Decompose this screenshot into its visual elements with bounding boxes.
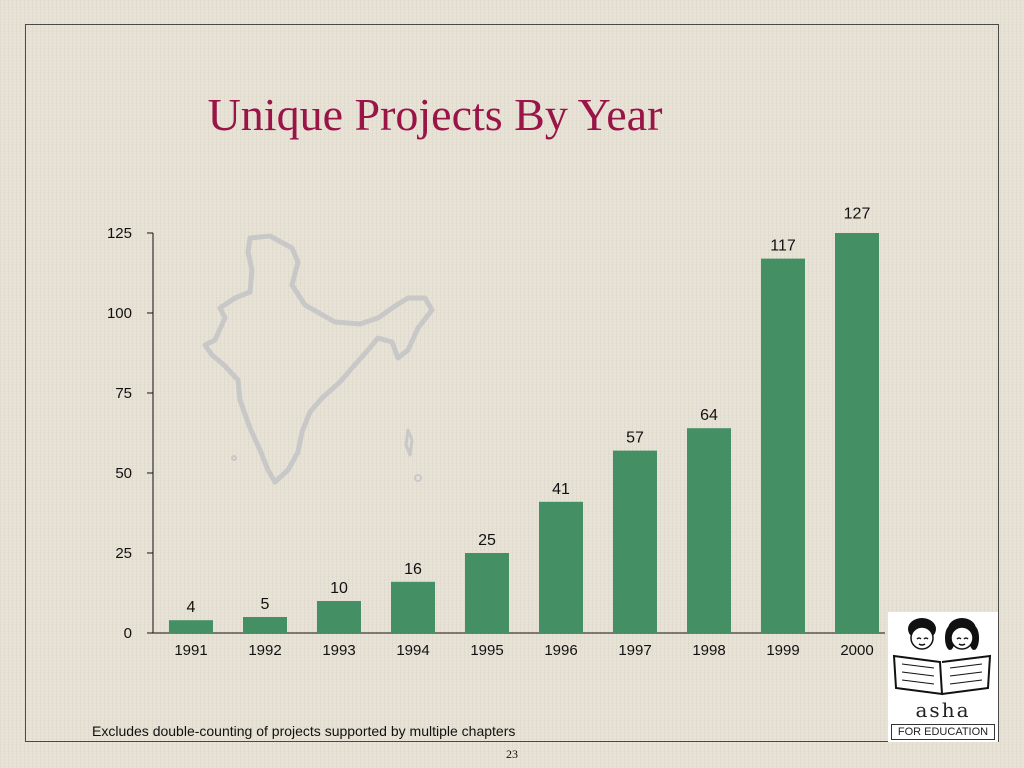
x-tick-label: 1995 (470, 642, 503, 659)
logo-subtitle: FOR EDUCATION (891, 724, 995, 740)
logo-wordmark: asha (915, 698, 971, 722)
chart-data-labels: 4 5 10 16 25 41 57 64 117 127 (187, 206, 871, 617)
data-label: 64 (700, 407, 718, 424)
x-tick-label: 1999 (766, 642, 799, 659)
chart-bars (169, 233, 879, 633)
page-number: 23 (506, 747, 518, 761)
bar (243, 617, 287, 633)
bar (317, 601, 361, 633)
bar (465, 553, 509, 633)
y-tick-label: 75 (115, 385, 132, 402)
slide-frame (25, 24, 999, 742)
data-label: 16 (404, 561, 422, 578)
x-tick-label: 1991 (174, 642, 207, 659)
x-tick-label: 1998 (692, 642, 725, 659)
data-label: 25 (478, 532, 496, 549)
y-tick-label: 0 (124, 625, 132, 642)
footnote: Excludes double-counting of projects sup… (92, 723, 516, 739)
x-tick-label: 1997 (618, 642, 651, 659)
india-map-icon (202, 233, 435, 485)
y-tick-label: 25 (115, 545, 132, 562)
y-tick-label: 50 (115, 465, 132, 482)
bar (687, 428, 731, 633)
x-tick-label: 1996 (544, 642, 577, 659)
bar (539, 501, 583, 633)
y-tick-label: 100 (107, 305, 132, 322)
data-label: 127 (844, 206, 871, 223)
x-tick-label: 1992 (248, 642, 281, 659)
data-label: 10 (330, 580, 348, 597)
bar (169, 620, 213, 633)
data-label: 117 (770, 238, 796, 255)
slide-title: Unique Projects By Year (207, 89, 663, 140)
y-tick-label: 125 (107, 225, 132, 242)
data-label: 4 (187, 599, 196, 616)
bar (835, 233, 879, 633)
data-label: 41 (552, 481, 570, 498)
data-label: 5 (261, 596, 270, 613)
asha-logo: asha FOR EDUCATION (888, 612, 998, 742)
bar (613, 450, 657, 633)
bar (761, 258, 805, 633)
x-tick-label: 1994 (396, 642, 429, 659)
x-tick-label: 1993 (322, 642, 355, 659)
data-label: 57 (626, 430, 644, 447)
children-reading-logo-icon (892, 618, 992, 696)
bar (391, 581, 435, 633)
x-tick-label: 2000 (840, 642, 873, 659)
